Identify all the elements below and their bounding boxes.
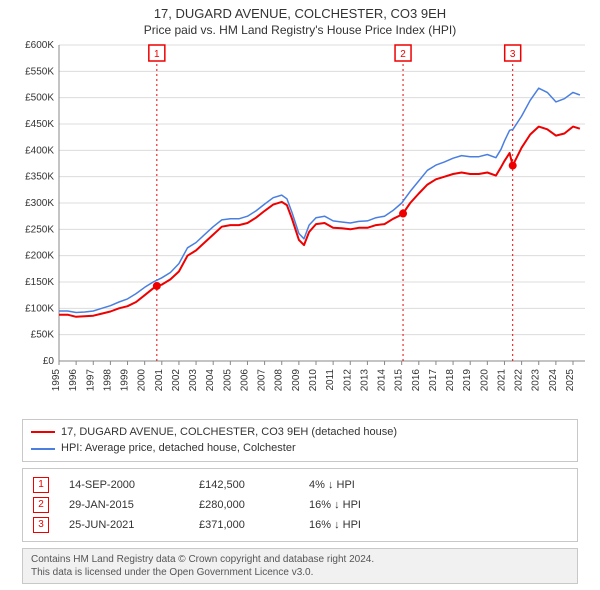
svg-text:£200K: £200K <box>25 251 54 262</box>
svg-text:2024: 2024 <box>548 368 559 391</box>
marker-date: 25-JUN-2021 <box>69 519 199 531</box>
svg-text:2009: 2009 <box>291 368 302 391</box>
line-chart-svg: £0 £50K £100K £150K £200K £250K £300K £350K £400… <box>9 41 591 411</box>
svg-text:1998: 1998 <box>102 368 113 391</box>
marker-badge: 2 <box>33 497 49 513</box>
footer-line: Contains HM Land Registry data © Crown c… <box>31 553 569 566</box>
svg-text:2007: 2007 <box>257 368 268 391</box>
svg-text:1997: 1997 <box>85 368 96 391</box>
svg-text:£500K: £500K <box>25 93 54 104</box>
legend-row: 17, DUGARD AVENUE, COLCHESTER, CO3 9EH (… <box>31 424 569 441</box>
svg-text:2012: 2012 <box>342 368 353 391</box>
svg-text:2011: 2011 <box>325 368 336 390</box>
svg-text:2003: 2003 <box>188 368 199 391</box>
svg-text:2000: 2000 <box>137 368 148 391</box>
svg-text:£50K: £50K <box>31 330 55 341</box>
svg-text:£450K: £450K <box>25 119 54 130</box>
svg-text:2016: 2016 <box>411 368 422 391</box>
legend-box: 17, DUGARD AVENUE, COLCHESTER, CO3 9EH (… <box>22 419 578 462</box>
svg-text:2025: 2025 <box>565 368 576 391</box>
marker-delta: 16% ↓ HPI <box>309 499 361 511</box>
svg-text:£400K: £400K <box>25 145 54 156</box>
svg-text:£350K: £350K <box>25 172 54 183</box>
legend-row: HPI: Average price, detached house, Colc… <box>31 440 569 457</box>
svg-text:2019: 2019 <box>462 368 473 391</box>
marker-row: 1 14-SEP-2000 £142,500 4% ↓ HPI <box>31 475 569 495</box>
svg-text:£600K: £600K <box>25 41 54 51</box>
svg-text:£550K: £550K <box>25 66 54 77</box>
marker-row: 3 25-JUN-2021 £371,000 16% ↓ HPI <box>31 515 569 535</box>
svg-text:£100K: £100K <box>25 303 54 314</box>
svg-text:2020: 2020 <box>479 368 490 391</box>
svg-text:2018: 2018 <box>445 368 456 391</box>
svg-text:2004: 2004 <box>205 368 216 391</box>
svg-text:£150K: £150K <box>25 277 54 288</box>
marker-badge: 3 <box>33 517 49 533</box>
marker-table: 1 14-SEP-2000 £142,500 4% ↓ HPI 2 29-JAN… <box>22 468 578 542</box>
marker-delta: 16% ↓ HPI <box>309 519 361 531</box>
svg-text:3: 3 <box>510 49 516 60</box>
svg-text:1999: 1999 <box>120 368 131 391</box>
svg-text:£300K: £300K <box>25 198 54 209</box>
legend-label: 17, DUGARD AVENUE, COLCHESTER, CO3 9EH (… <box>61 424 397 441</box>
svg-text:2008: 2008 <box>274 368 285 391</box>
svg-text:1995: 1995 <box>51 368 62 391</box>
svg-text:2001: 2001 <box>154 368 165 391</box>
svg-text:2022: 2022 <box>514 368 525 391</box>
marker-price: £280,000 <box>199 499 309 511</box>
footer-attribution: Contains HM Land Registry data © Crown c… <box>22 548 578 584</box>
marker-badge: 1 <box>33 477 49 493</box>
legend-swatch <box>31 431 55 433</box>
svg-text:£250K: £250K <box>25 224 54 235</box>
svg-text:2010: 2010 <box>308 368 319 391</box>
svg-text:2023: 2023 <box>531 368 542 391</box>
chart-area: £0 £50K £100K £150K £200K £250K £300K £350K £400… <box>9 41 591 411</box>
svg-text:2017: 2017 <box>428 368 439 391</box>
svg-text:£0: £0 <box>43 356 55 367</box>
svg-text:2002: 2002 <box>171 368 182 391</box>
legend-swatch <box>31 448 55 450</box>
marker-delta: 4% ↓ HPI <box>309 479 355 491</box>
svg-text:1996: 1996 <box>68 368 79 391</box>
chart-title: 17, DUGARD AVENUE, COLCHESTER, CO3 9EH <box>0 0 600 23</box>
svg-text:2: 2 <box>400 49 406 60</box>
svg-text:2013: 2013 <box>359 368 370 391</box>
marker-price: £371,000 <box>199 519 309 531</box>
marker-price: £142,500 <box>199 479 309 491</box>
chart-subtitle: Price paid vs. HM Land Registry's House … <box>0 23 600 41</box>
marker-date: 29-JAN-2015 <box>69 499 199 511</box>
svg-text:2006: 2006 <box>239 368 250 391</box>
svg-text:2005: 2005 <box>222 368 233 391</box>
svg-text:1: 1 <box>154 49 160 60</box>
footer-line: This data is licensed under the Open Gov… <box>31 566 569 579</box>
svg-text:2021: 2021 <box>496 368 507 391</box>
legend-label: HPI: Average price, detached house, Colc… <box>61 440 296 457</box>
marker-row: 2 29-JAN-2015 £280,000 16% ↓ HPI <box>31 495 569 515</box>
svg-text:2015: 2015 <box>394 368 405 391</box>
svg-text:2014: 2014 <box>377 368 388 391</box>
marker-date: 14-SEP-2000 <box>69 479 199 491</box>
